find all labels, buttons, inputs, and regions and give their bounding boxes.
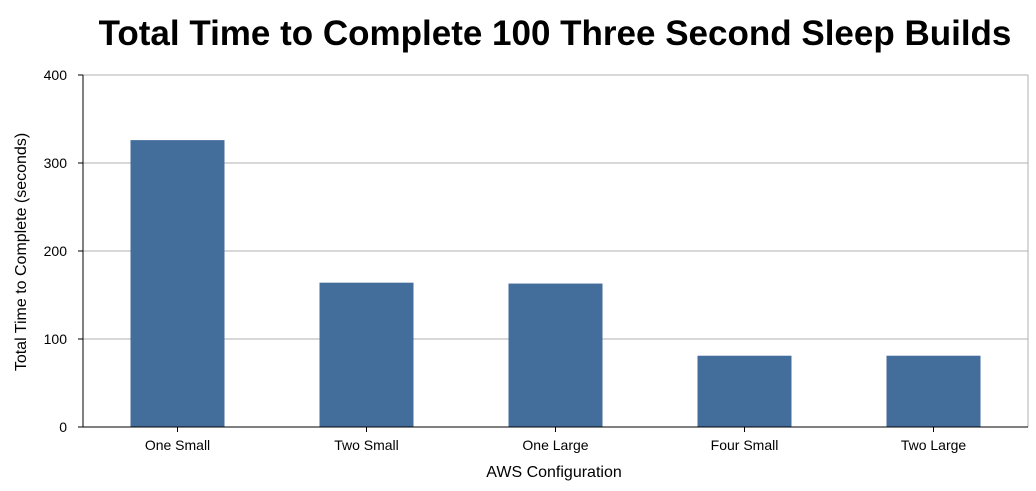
x-tick-label: Four Small: [711, 437, 779, 453]
x-tick-label: One Large: [522, 437, 588, 453]
y-tick-label: 400: [44, 67, 68, 83]
bar: [508, 283, 603, 427]
x-tick-label: Two Small: [334, 437, 399, 453]
y-tick-label: 100: [44, 331, 68, 347]
y-tick-label: 300: [44, 155, 68, 171]
bar: [886, 355, 981, 427]
chart-title: Total Time to Complete 100 Three Second …: [98, 14, 1012, 53]
bar: [130, 140, 225, 427]
x-tick-label: One Small: [145, 437, 210, 453]
y-axis-label: Total Time to Complete (seconds): [13, 133, 30, 371]
y-tick-label: 0: [59, 419, 67, 435]
bar: [319, 282, 414, 427]
y-tick-label: 200: [44, 243, 68, 259]
x-tick-label: Two Large: [901, 437, 967, 453]
x-axis-label: AWS Configuration: [486, 464, 621, 481]
bar: [697, 355, 792, 427]
